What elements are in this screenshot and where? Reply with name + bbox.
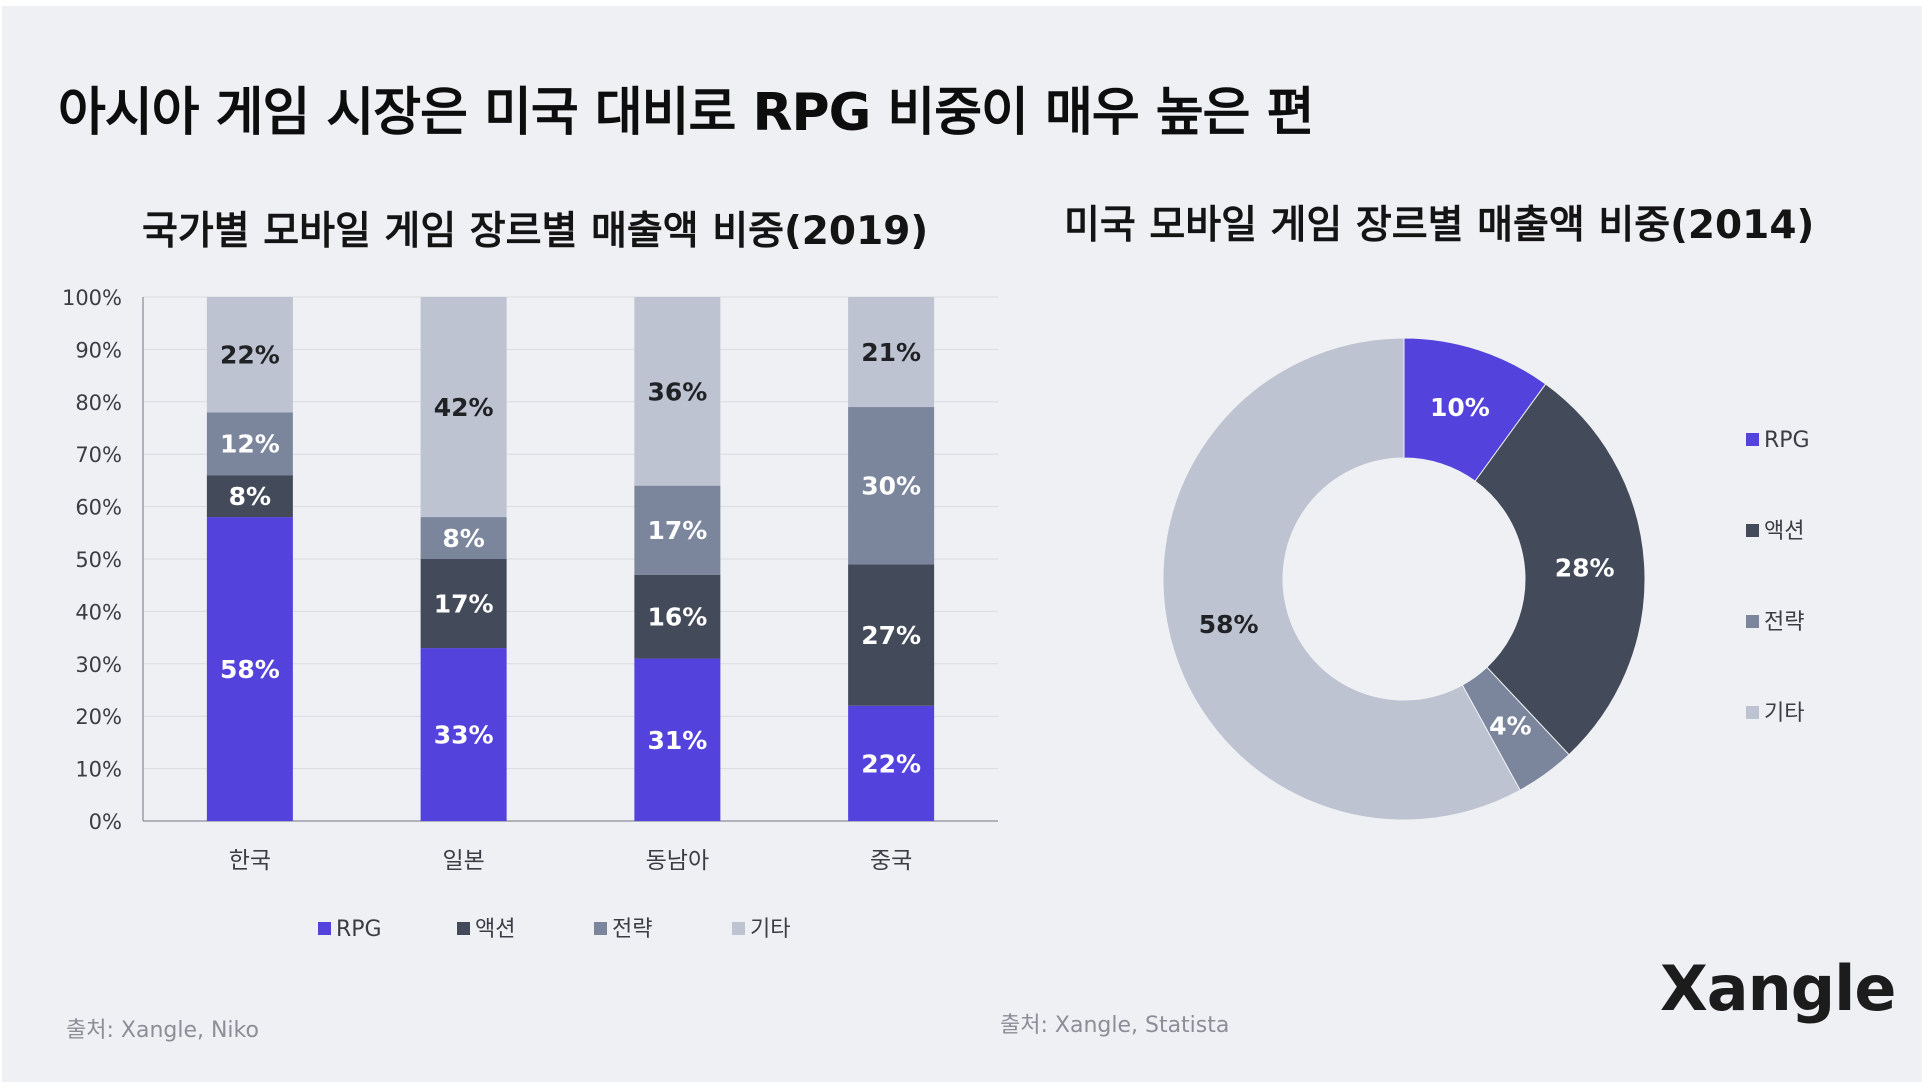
y-tick-label: 100%: [62, 286, 122, 310]
x-tick-label: 한국: [229, 848, 271, 874]
x-tick-label: 동남아: [646, 848, 709, 874]
donut-data-label: 10%: [1430, 393, 1490, 422]
bar-segment-기타: [634, 297, 721, 486]
donut-data-label: 58%: [1199, 610, 1259, 639]
data-label: 16%: [647, 603, 707, 632]
donut-slice-전략: [1461, 666, 1570, 791]
donut-slice-RPG: [1403, 337, 1547, 482]
donut-legend-label: 기타: [1764, 701, 1804, 726]
bar-segment-RPG: [634, 658, 721, 821]
headline: 아시아 게임 시장은 미국 대비로 RPG 비중이 매우 높은 편: [58, 83, 1314, 143]
bar-segment-기타: [848, 297, 935, 408]
legend-label: RPG: [336, 917, 382, 942]
bar-segment-액션: [634, 574, 721, 659]
bar-segment-액션: [420, 559, 507, 649]
bar-segment-RPG: [848, 705, 935, 821]
stacked-bar-chart: 0% 10% 20% 30% 40% 50% 60% 70% 80% 90% 100% 58% 8% 12…: [62, 286, 998, 942]
donut-chart-title: 미국 모바일 게임 장르별 매출액 비중(2014): [1064, 203, 1815, 248]
bar-segment-기타: [420, 297, 507, 518]
bar-segment-전략: [420, 517, 507, 559]
bar-chart-title: 국가별 모바일 게임 장르별 매출액 비중(2019): [142, 209, 929, 254]
data-label: 30%: [861, 472, 921, 501]
bar-segment-RPG: [206, 517, 293, 821]
donut-data-label: 4%: [1489, 711, 1531, 740]
donut-legend-label: 전략: [1764, 610, 1804, 635]
bar-segment-전략: [634, 485, 721, 575]
data-label: 27%: [861, 621, 921, 650]
bar-segment-액션: [206, 475, 293, 518]
bar-chart-source: 출처: Xangle, Niko: [66, 1018, 259, 1043]
xangle-logo: Xangle: [1660, 952, 1896, 1025]
bar-segment-기타: [206, 297, 293, 413]
legend-label: 액션: [475, 917, 515, 942]
data-label: 21%: [861, 338, 921, 367]
y-tick-label: 10%: [75, 758, 122, 782]
data-label: 22%: [861, 749, 921, 778]
y-tick-label: 90%: [75, 338, 122, 362]
y-tick-label: 80%: [75, 391, 122, 415]
data-label: 17%: [647, 516, 707, 545]
y-tick-label: 0%: [89, 810, 122, 834]
bar-segment-전략: [206, 412, 293, 476]
donut-legend-swatch-액션: [1746, 524, 1759, 537]
legend-swatch-기타: [732, 922, 745, 935]
data-label: 42%: [434, 393, 494, 422]
data-label: 8%: [229, 482, 271, 511]
y-tick-label: 60%: [75, 496, 122, 520]
bar-segment-액션: [848, 564, 935, 706]
data-label: 36%: [647, 377, 707, 406]
y-tick-label: 20%: [75, 705, 122, 729]
donut-chart-source: 출처: Xangle, Statista: [1000, 1013, 1230, 1038]
data-label: 12%: [220, 430, 280, 459]
data-label: 58%: [220, 655, 280, 684]
bar-segment-RPG: [420, 648, 507, 821]
donut-data-label: 28%: [1555, 554, 1615, 583]
legend-label: 기타: [750, 917, 790, 942]
data-label: 31%: [647, 726, 707, 755]
bar-segment-전략: [848, 407, 935, 565]
y-tick-label: 30%: [75, 653, 122, 677]
y-tick-label: 50%: [75, 548, 122, 572]
y-tick-label: 40%: [75, 600, 122, 624]
legend-swatch-전략: [594, 922, 607, 935]
y-tick-label: 70%: [75, 443, 122, 467]
x-tick-label: 중국: [870, 848, 912, 874]
donut-legend-label: 액션: [1764, 519, 1804, 544]
legend-swatch-액션: [457, 922, 470, 935]
x-tick-label: 일본: [442, 848, 484, 874]
donut-slice-기타: [1162, 337, 1521, 821]
donut-legend-swatch-전략: [1746, 615, 1759, 628]
donut-slice-액션: [1474, 383, 1646, 756]
data-label: 33%: [434, 721, 494, 750]
legend-label: 전략: [612, 917, 652, 942]
data-label: 22%: [220, 341, 280, 370]
slide: 아시아 게임 시장은 미국 대비로 RPG 비중이 매우 높은 편 국가별 모바…: [2, 6, 1922, 1082]
donut-legend-swatch-기타: [1746, 706, 1759, 719]
legend-swatch-RPG: [318, 922, 331, 935]
donut-legend-swatch-RPG: [1746, 433, 1759, 446]
donut-legend-label: RPG: [1764, 428, 1810, 453]
data-label: 8%: [442, 524, 484, 553]
data-label: 17%: [434, 590, 494, 619]
